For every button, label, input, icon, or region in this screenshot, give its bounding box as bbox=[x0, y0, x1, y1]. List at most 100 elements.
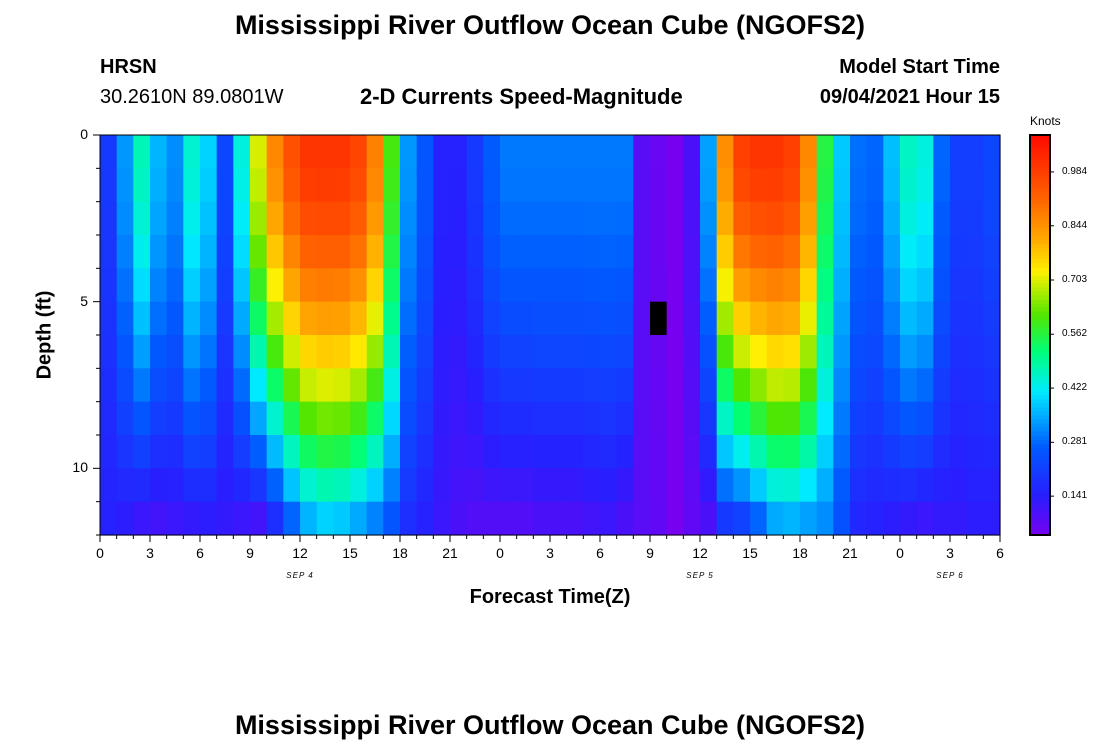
colorbar-swatch bbox=[1030, 279, 1050, 284]
heatmap-cell bbox=[683, 235, 701, 269]
heatmap-cell bbox=[583, 168, 601, 203]
heatmap-cell bbox=[450, 168, 468, 203]
heatmap-cell bbox=[833, 435, 851, 469]
heatmap-cell bbox=[283, 468, 301, 503]
heatmap-cell bbox=[800, 435, 818, 469]
heatmap-cell bbox=[516, 168, 534, 203]
heatmap-cell bbox=[466, 468, 484, 503]
x-day-label: SEP 5 bbox=[686, 571, 714, 580]
heatmap-cell bbox=[616, 468, 634, 503]
heatmap-cell bbox=[100, 201, 118, 236]
colorbar-swatch bbox=[1030, 391, 1050, 396]
heatmap-cell bbox=[866, 435, 884, 469]
heatmap-cell bbox=[100, 268, 118, 303]
colorbar-swatch bbox=[1030, 227, 1050, 232]
heatmap-cell bbox=[366, 501, 384, 536]
heatmap-cell bbox=[466, 201, 484, 236]
heatmap-cell bbox=[650, 201, 668, 236]
heatmap-cell bbox=[616, 201, 634, 236]
heatmap-cell bbox=[100, 335, 118, 369]
heatmap-cell bbox=[600, 468, 618, 503]
heatmap-cell bbox=[833, 368, 851, 403]
heatmap-cell bbox=[100, 435, 118, 469]
heatmap-cell bbox=[700, 235, 718, 269]
heatmap-cell bbox=[883, 201, 901, 236]
heatmap-cell bbox=[783, 235, 801, 269]
x-axis-title: Forecast Time(Z) bbox=[469, 586, 631, 608]
heatmap-cell bbox=[700, 435, 718, 469]
heatmap-cell bbox=[250, 201, 268, 236]
heatmap-cell bbox=[133, 368, 151, 403]
heatmap-cell bbox=[116, 201, 134, 236]
colorbar-swatch bbox=[1030, 335, 1050, 340]
heatmap-cell bbox=[133, 301, 151, 336]
heatmap-cell bbox=[833, 401, 851, 436]
heatmap-cell bbox=[316, 135, 334, 169]
heatmap-cell bbox=[100, 135, 118, 169]
heatmap-cell bbox=[350, 501, 368, 536]
heatmap-cell bbox=[316, 368, 334, 403]
heatmap-cell bbox=[533, 168, 551, 203]
heatmap-cell bbox=[516, 401, 534, 436]
heatmap-cell bbox=[916, 135, 934, 169]
heatmap-cell bbox=[600, 135, 618, 169]
heatmap-cell bbox=[250, 501, 268, 536]
heatmap-cell bbox=[300, 201, 318, 236]
heatmap-cell bbox=[733, 135, 751, 169]
heatmap-cell bbox=[950, 501, 968, 536]
main-title: Mississippi River Outflow Ocean Cube (NG… bbox=[234, 10, 866, 40]
heatmap-cell bbox=[233, 235, 251, 269]
colorbar-swatch bbox=[1030, 251, 1050, 256]
heatmap-cell bbox=[550, 201, 568, 236]
heatmap-cell bbox=[650, 301, 668, 336]
heatmap-cell bbox=[716, 501, 734, 536]
heatmap-cell bbox=[533, 435, 551, 469]
heatmap-cell bbox=[133, 335, 151, 369]
heatmap-cell bbox=[433, 335, 451, 369]
heatmap-cell bbox=[483, 501, 501, 536]
heatmap-cell bbox=[333, 368, 351, 403]
chart-subtitle: 2-D Currents Speed-Magnitude bbox=[360, 84, 683, 109]
y-tick-label: 5 bbox=[80, 292, 88, 309]
heatmap-cell bbox=[516, 201, 534, 236]
heatmap-cell bbox=[383, 268, 401, 303]
heatmap-cell bbox=[816, 435, 834, 469]
colorbar-swatch bbox=[1030, 319, 1050, 324]
colorbar-swatch bbox=[1030, 231, 1050, 236]
heatmap-cell bbox=[733, 168, 751, 203]
heatmap-cell bbox=[933, 335, 951, 369]
heatmap-cell bbox=[583, 368, 601, 403]
heatmap-cell bbox=[250, 135, 268, 169]
heatmap-cell bbox=[866, 468, 884, 503]
colorbar-swatch bbox=[1030, 351, 1050, 356]
colorbar-swatch bbox=[1030, 223, 1050, 228]
heatmap-cell bbox=[683, 401, 701, 436]
colorbar-ticks bbox=[1050, 171, 1054, 497]
heatmap-cell bbox=[550, 501, 568, 536]
heatmap-cell bbox=[500, 268, 518, 303]
heatmap-cell bbox=[466, 168, 484, 203]
heatmap-cell bbox=[166, 201, 184, 236]
heatmap-cell bbox=[850, 201, 868, 236]
heatmap-cell bbox=[966, 201, 984, 236]
heatmap-cell bbox=[733, 301, 751, 336]
heatmap-cell bbox=[800, 468, 818, 503]
heatmap-cell bbox=[716, 268, 734, 303]
heatmap-cell bbox=[466, 268, 484, 303]
heatmap-cell bbox=[850, 401, 868, 436]
heatmap-cell bbox=[983, 268, 1001, 303]
heatmap-cell bbox=[766, 235, 784, 269]
heatmap-cell bbox=[116, 135, 134, 169]
heatmap-cell bbox=[900, 435, 918, 469]
heatmap-cell bbox=[583, 235, 601, 269]
heatmap-cell bbox=[100, 368, 118, 403]
x-tick-label: 6 bbox=[596, 545, 604, 561]
heatmap-cell bbox=[700, 301, 718, 336]
heatmap-cell bbox=[850, 168, 868, 203]
colorbar-swatch bbox=[1030, 515, 1050, 520]
heatmap-cell bbox=[433, 135, 451, 169]
heatmap-cell bbox=[450, 235, 468, 269]
heatmap-cell bbox=[250, 301, 268, 336]
x-tick-label: 6 bbox=[196, 545, 204, 561]
colorbar-swatch bbox=[1030, 283, 1050, 288]
